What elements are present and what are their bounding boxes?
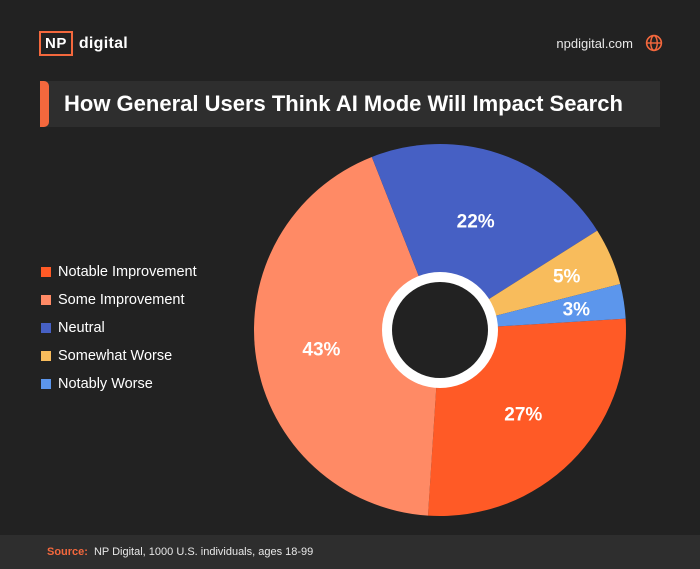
slice-label: 3% — [563, 300, 591, 321]
legend-item: Notably Worse — [41, 370, 197, 398]
globe-icon — [645, 34, 663, 52]
legend-item: Somewhat Worse — [41, 342, 197, 370]
legend-swatch — [41, 295, 51, 305]
legend-swatch — [41, 379, 51, 389]
title-accent — [40, 81, 49, 127]
chart-title: How General Users Think AI Mode Will Imp… — [64, 91, 623, 116]
site-link: npdigital.com — [556, 34, 663, 52]
title-bar: How General Users Think AI Mode Will Imp… — [40, 81, 660, 127]
legend: Notable Improvement Some Improvement Neutr… — [41, 258, 197, 398]
slice-label: 27% — [504, 405, 542, 426]
legend-swatch — [41, 351, 51, 361]
logo-word: digital — [78, 34, 129, 52]
legend-swatch — [41, 323, 51, 333]
source-text: NP Digital, 1000 U.S. individuals, ages … — [93, 546, 314, 558]
legend-label: Somewhat Worse — [58, 348, 173, 364]
donut-hole — [392, 282, 488, 378]
site-url: npdigital.com — [556, 35, 633, 51]
legend-label: Neutral — [58, 320, 105, 336]
source-label: Source: — [47, 546, 88, 558]
legend-item: Neutral — [41, 314, 197, 342]
pie-slice — [253, 156, 440, 516]
np-digital-logo: NP digital — [39, 31, 128, 56]
legend-swatch — [41, 267, 51, 277]
legend-item: Notable Improvement — [41, 258, 197, 286]
legend-label: Notable Improvement — [58, 264, 197, 280]
logo-box: NP — [39, 31, 73, 56]
slice-label: 43% — [302, 340, 340, 361]
legend-label: Notably Worse — [58, 376, 153, 392]
footer: Source: NP Digital, 1000 U.S. individual… — [0, 535, 700, 569]
legend-item: Some Improvement — [41, 286, 197, 314]
slice-label: 22% — [457, 212, 495, 233]
header: NP digital npdigital.com — [0, 0, 700, 70]
legend-label: Some Improvement — [58, 292, 185, 308]
slice-label: 5% — [553, 266, 581, 287]
